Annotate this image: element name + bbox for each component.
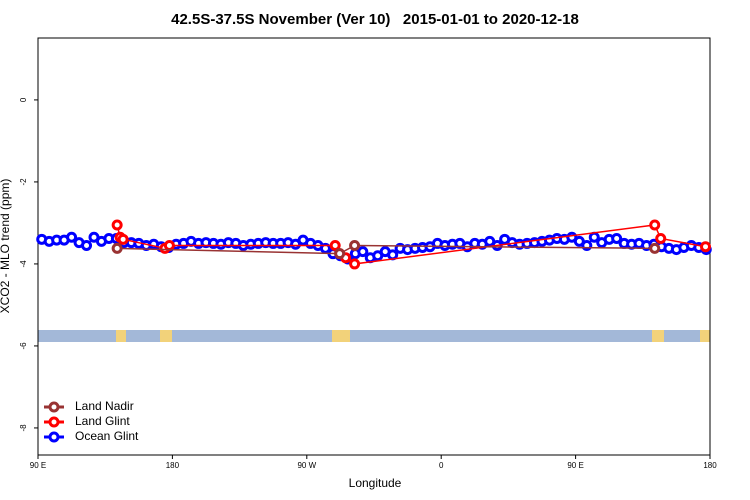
data-point: [700, 241, 712, 253]
land-patch: [116, 330, 126, 342]
land-mask-band: [38, 330, 710, 342]
legend-marker: [48, 401, 60, 413]
legend-label: Ocean Glint: [75, 429, 139, 443]
x-axis-label: Longitude: [349, 476, 402, 490]
land-patch: [700, 330, 710, 342]
y-tick-label: -6: [19, 342, 28, 350]
data-point: [655, 233, 667, 245]
legend-marker: [48, 431, 60, 443]
data-point: [111, 242, 123, 254]
legend-label: Land Nadir: [75, 399, 134, 413]
data-point: [611, 233, 623, 245]
x-tick-label: 0: [439, 461, 444, 470]
data-point: [649, 242, 661, 254]
data-point: [163, 239, 175, 251]
series-line: [117, 244, 655, 255]
data-point: [81, 239, 93, 251]
x-tick-label: 180: [703, 461, 717, 470]
data-point: [329, 239, 341, 251]
y-tick-label: 0: [19, 97, 28, 102]
y-tick-label: -8: [19, 424, 28, 432]
data-point: [349, 239, 361, 251]
data-point: [117, 233, 129, 245]
data-point: [111, 219, 123, 231]
land-patch: [332, 330, 350, 342]
x-tick-label: 90 E: [567, 461, 583, 470]
data-point: [334, 248, 346, 260]
series: [111, 239, 661, 260]
land-patch: [652, 330, 664, 342]
y-tick-label: -2: [19, 178, 28, 186]
x-tick-label: 180: [166, 461, 180, 470]
x-tick-label: 90 W: [297, 461, 316, 470]
data-point: [319, 242, 331, 254]
legend-label: Land Glint: [75, 414, 130, 428]
y-tick-label: -4: [19, 260, 28, 268]
chart-title: 42.5S-37.5S November (Ver 10) 2015-01-01…: [171, 11, 579, 28]
data-point: [357, 246, 369, 258]
legend-marker: [48, 416, 60, 428]
ocean-band: [38, 330, 710, 342]
x-tick-label: 90 E: [30, 461, 46, 470]
data-point: [349, 258, 361, 270]
data-point: [387, 249, 399, 261]
land-patch: [160, 330, 172, 342]
data-point: [66, 231, 78, 243]
data-point: [649, 219, 661, 231]
y-axis-label: XCO2 - MLO trend (ppm): [0, 179, 12, 314]
